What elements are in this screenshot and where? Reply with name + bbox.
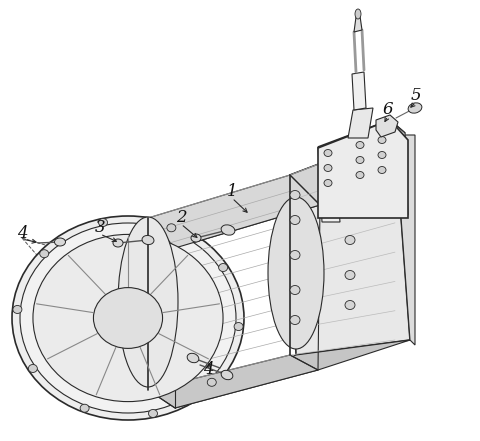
- Ellipse shape: [221, 370, 233, 380]
- Polygon shape: [318, 147, 340, 222]
- Ellipse shape: [345, 176, 355, 184]
- Polygon shape: [352, 72, 366, 110]
- Ellipse shape: [98, 218, 108, 227]
- Ellipse shape: [94, 288, 163, 348]
- Ellipse shape: [356, 172, 364, 179]
- Ellipse shape: [148, 410, 157, 418]
- Text: 5: 5: [411, 87, 421, 105]
- Ellipse shape: [221, 225, 235, 235]
- Polygon shape: [290, 135, 410, 355]
- Polygon shape: [395, 135, 415, 345]
- Polygon shape: [376, 115, 398, 137]
- Ellipse shape: [40, 250, 49, 258]
- Ellipse shape: [191, 234, 201, 242]
- Ellipse shape: [408, 103, 422, 113]
- Polygon shape: [390, 120, 408, 215]
- Polygon shape: [348, 108, 373, 138]
- Ellipse shape: [345, 235, 355, 244]
- Ellipse shape: [355, 9, 361, 19]
- Text: 4: 4: [203, 362, 213, 378]
- Ellipse shape: [378, 167, 386, 173]
- Text: 1: 1: [227, 183, 237, 201]
- Ellipse shape: [268, 197, 324, 349]
- Text: 3: 3: [95, 220, 105, 236]
- Text: 2: 2: [176, 209, 186, 227]
- Ellipse shape: [187, 353, 199, 363]
- Text: 4: 4: [17, 224, 27, 242]
- Ellipse shape: [378, 137, 386, 143]
- Text: 6: 6: [383, 101, 393, 119]
- Ellipse shape: [345, 201, 355, 209]
- Ellipse shape: [13, 306, 22, 314]
- Ellipse shape: [234, 322, 243, 331]
- Polygon shape: [318, 120, 405, 160]
- Ellipse shape: [290, 285, 300, 295]
- Ellipse shape: [378, 152, 386, 158]
- Ellipse shape: [324, 164, 332, 172]
- Ellipse shape: [356, 142, 364, 149]
- Ellipse shape: [113, 239, 123, 247]
- Ellipse shape: [345, 270, 355, 280]
- Polygon shape: [148, 175, 320, 248]
- Ellipse shape: [55, 238, 65, 246]
- Ellipse shape: [356, 157, 364, 164]
- Ellipse shape: [290, 250, 300, 259]
- Ellipse shape: [290, 191, 300, 199]
- Ellipse shape: [324, 149, 332, 157]
- Ellipse shape: [219, 264, 228, 272]
- Ellipse shape: [290, 315, 300, 325]
- Ellipse shape: [20, 223, 236, 413]
- Ellipse shape: [324, 179, 332, 187]
- Ellipse shape: [33, 235, 223, 402]
- Ellipse shape: [118, 217, 178, 387]
- Ellipse shape: [167, 224, 176, 232]
- Ellipse shape: [207, 378, 216, 386]
- Ellipse shape: [142, 235, 154, 245]
- Ellipse shape: [80, 404, 89, 412]
- Polygon shape: [175, 340, 410, 408]
- Polygon shape: [175, 135, 395, 248]
- Polygon shape: [354, 16, 362, 32]
- Ellipse shape: [12, 216, 244, 420]
- Polygon shape: [318, 120, 408, 218]
- Ellipse shape: [28, 364, 37, 373]
- Ellipse shape: [290, 216, 300, 224]
- Ellipse shape: [345, 300, 355, 310]
- Polygon shape: [148, 355, 318, 408]
